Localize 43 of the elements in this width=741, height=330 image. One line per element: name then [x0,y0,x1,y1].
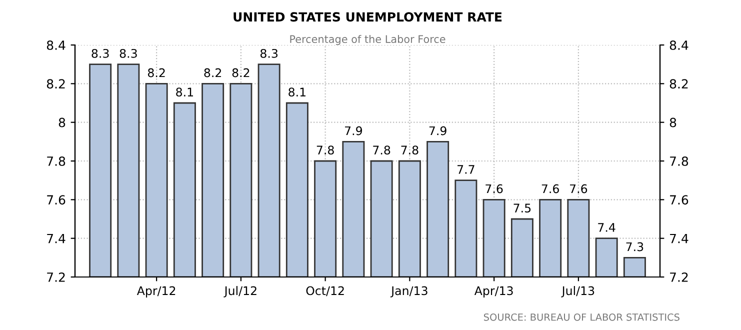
data-label: 8.3 [120,48,137,58]
data-label: 8.2 [204,68,222,78]
y-tick-label: 8.4 [46,40,66,50]
data-label: 7.6 [486,184,503,194]
y-tick-label: 7.4 [47,234,66,244]
y2-tick-label: 7.4 [670,234,688,244]
data-label: 7.8 [316,146,334,155]
source-note: SOURCE: BUREAU OF LABOR STATISTICS [484,313,680,321]
data-label: 7.9 [429,126,446,136]
y2-tick-label: 7.8 [670,156,688,166]
data-label: 7.3 [626,242,644,252]
data-label: 7.4 [598,223,616,232]
data-label: 8.1 [176,88,193,97]
x-tick-label: Apr/13 [474,286,513,298]
data-label: 8.2 [232,68,250,78]
data-label: 8.2 [148,68,165,78]
y-tick-label: 8 [58,118,66,128]
data-label: 8.3 [92,48,109,58]
y2-tick-label: 7.2 [670,272,688,282]
x-tick-label: Apr/12 [136,286,176,298]
y2-tick-label: 8.2 [670,79,688,89]
data-label: 7.8 [373,146,390,155]
chart-title: UNITED STATES UNEMPLOYMENT RATE [234,12,502,22]
data-label: 7.6 [542,184,559,194]
y2-tick-label: 8.4 [670,40,688,50]
y-tick-label: 8.2 [46,79,65,89]
chart-subtitle: Percentage of the Labor Force [290,34,446,46]
y-tick-label: 7.8 [47,156,66,166]
data-label: 8.1 [288,88,306,97]
data-label: 7.6 [570,184,588,194]
y-tick-label: 7.2 [47,272,65,282]
data-label: 8.3 [260,48,278,58]
data-label: 7.7 [458,165,474,174]
x-tick-label: Jul/12 [224,286,256,298]
data-label: 7.9 [345,126,362,136]
y2-tick-label: 7.6 [670,195,688,205]
data-label: 7.8 [401,146,418,155]
x-tick-label: Jan/13 [390,286,428,298]
x-tick-label: Oct/12 [306,286,344,296]
data-label: 7.5 [514,204,531,213]
y-tick-label: 7.6 [47,195,66,205]
y2-tick-label: 8 [670,118,676,128]
x-tick-label: Jul/13 [561,286,594,298]
